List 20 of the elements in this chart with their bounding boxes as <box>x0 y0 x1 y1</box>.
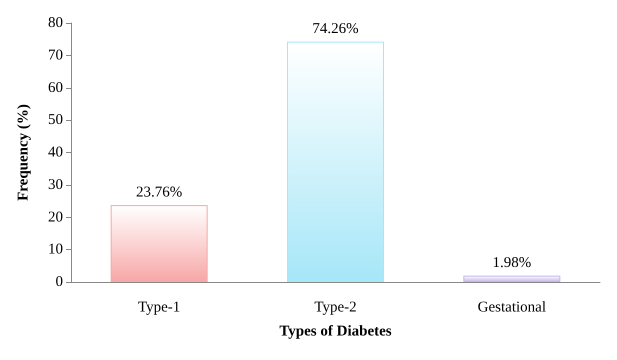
y-axis-title: Frequency (%) <box>16 104 32 201</box>
data-label: 74.26% <box>312 21 359 38</box>
y-tick-label: 40 <box>48 144 63 160</box>
y-tick-label: 80 <box>48 15 63 31</box>
y-tick-label: 50 <box>48 112 63 128</box>
bar <box>287 42 384 282</box>
bar <box>463 276 560 282</box>
y-tick-label: 30 <box>48 176 63 193</box>
x-tick-label: Type-1 <box>138 300 180 316</box>
y-tick-label: 20 <box>48 209 63 226</box>
y-tick-label: 10 <box>48 242 63 258</box>
bar <box>110 205 208 282</box>
y-tick-label: 0 <box>56 274 63 290</box>
data-label: 1.98% <box>492 255 532 272</box>
x-axis-title: Types of Diabetes <box>279 324 392 340</box>
x-tick-label: Type-2 <box>314 300 357 316</box>
data-label: 23.76% <box>136 184 182 201</box>
y-tick-label: 60 <box>48 80 63 96</box>
y-tick-label: 70 <box>48 47 63 64</box>
x-tick-label: Gestational <box>478 300 546 316</box>
